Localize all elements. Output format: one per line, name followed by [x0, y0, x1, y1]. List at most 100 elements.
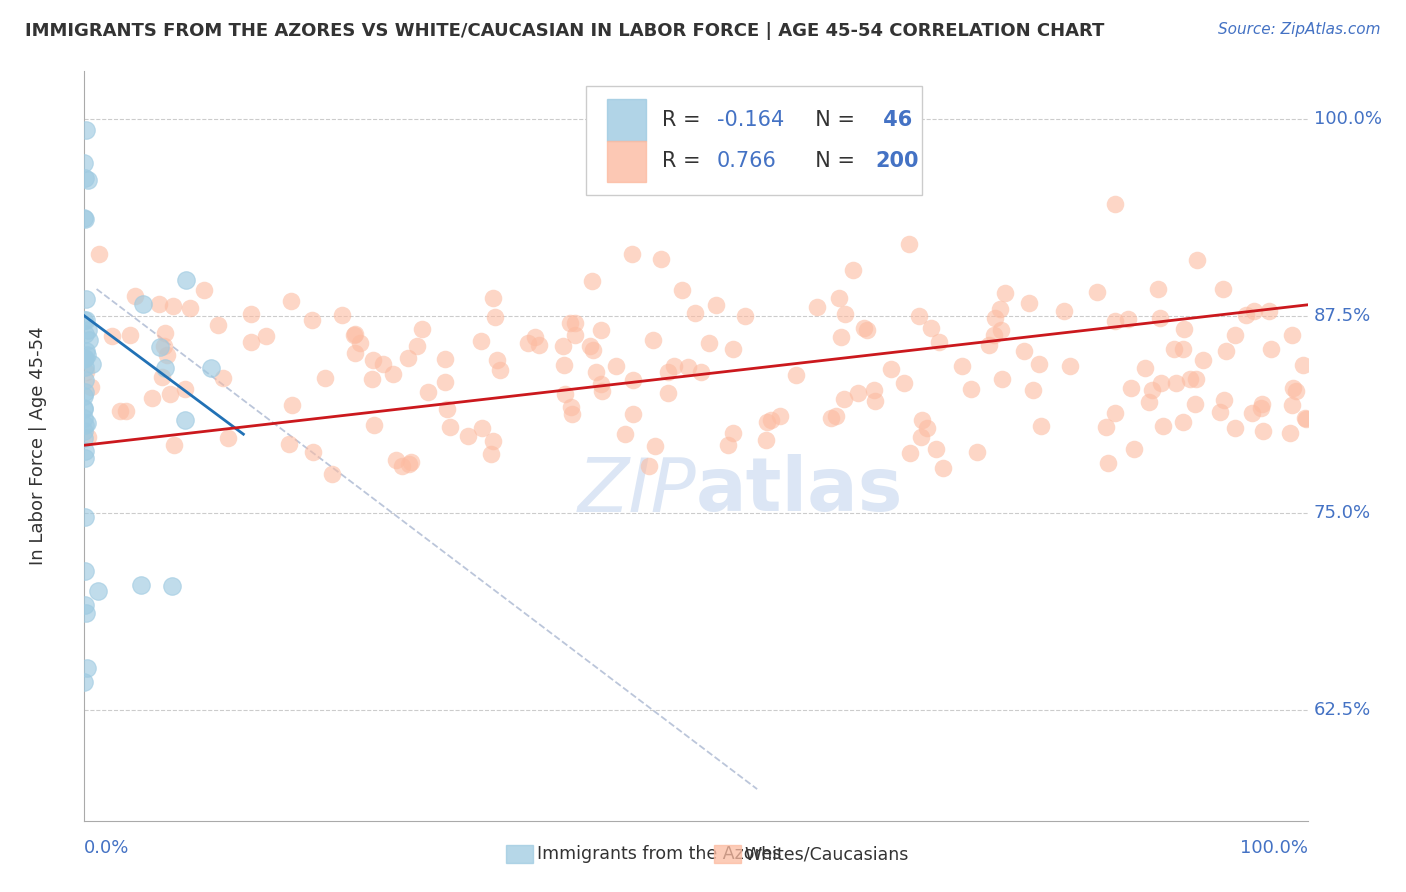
- Point: [920, 321, 942, 335]
- Point: [73, 313, 96, 327]
- Point: [1185, 252, 1208, 267]
- Point: [820, 410, 842, 425]
- Point: [846, 385, 869, 400]
- Point: [373, 357, 395, 371]
- Point: [1104, 196, 1126, 211]
- Point: [330, 308, 353, 322]
- Point: [162, 438, 184, 452]
- Point: [806, 300, 828, 314]
- Text: N =: N =: [803, 152, 862, 171]
- Point: [898, 446, 921, 460]
- Point: [159, 387, 181, 401]
- Point: [717, 438, 740, 452]
- Point: [865, 393, 887, 408]
- Point: [1292, 358, 1315, 372]
- Point: [1173, 322, 1195, 336]
- Point: [1209, 405, 1232, 419]
- Point: [75, 360, 97, 375]
- Point: [80, 357, 103, 371]
- Point: [75, 365, 97, 379]
- Point: [124, 289, 146, 303]
- Point: [160, 579, 183, 593]
- Point: [1028, 357, 1050, 371]
- Point: [153, 326, 176, 341]
- Point: [1295, 411, 1317, 425]
- Point: [1122, 442, 1144, 456]
- Point: [108, 403, 131, 417]
- Point: [73, 351, 96, 366]
- Point: [361, 352, 384, 367]
- Point: [1251, 424, 1274, 438]
- Point: [193, 283, 215, 297]
- Point: [554, 386, 576, 401]
- Point: [254, 328, 277, 343]
- Point: [1243, 303, 1265, 318]
- Point: [73, 450, 96, 465]
- Point: [77, 334, 100, 348]
- Point: [73, 401, 96, 415]
- Point: [1137, 395, 1160, 409]
- Point: [481, 434, 503, 449]
- Point: [564, 316, 586, 330]
- Point: [239, 307, 262, 321]
- Text: 0.0%: 0.0%: [84, 839, 129, 857]
- Text: ZIP: ZIP: [578, 455, 696, 527]
- Point: [613, 427, 636, 442]
- Point: [755, 434, 778, 448]
- Point: [75, 211, 97, 226]
- Point: [1180, 372, 1202, 386]
- Point: [76, 416, 98, 430]
- Point: [657, 385, 679, 400]
- Point: [73, 156, 96, 170]
- Point: [991, 372, 1014, 386]
- Point: [915, 421, 938, 435]
- Point: [928, 335, 950, 350]
- Text: 87.5%: 87.5%: [1313, 307, 1371, 325]
- Point: [1223, 421, 1246, 435]
- Text: 100.0%: 100.0%: [1313, 110, 1382, 128]
- Point: [966, 444, 988, 458]
- Point: [585, 365, 607, 379]
- Point: [73, 418, 96, 433]
- Point: [756, 415, 779, 429]
- Point: [697, 335, 720, 350]
- Point: [384, 453, 406, 467]
- Point: [129, 578, 152, 592]
- Point: [880, 362, 903, 376]
- Point: [479, 447, 502, 461]
- Point: [162, 299, 184, 313]
- Point: [988, 301, 1011, 316]
- Text: 0.766: 0.766: [717, 152, 776, 171]
- Point: [676, 359, 699, 374]
- Point: [73, 384, 96, 399]
- Point: [1085, 285, 1108, 299]
- Point: [141, 391, 163, 405]
- Point: [1152, 419, 1174, 434]
- Point: [683, 306, 706, 320]
- Point: [1258, 304, 1281, 318]
- Point: [153, 339, 176, 353]
- Point: [321, 467, 343, 482]
- Point: [830, 330, 852, 344]
- Point: [280, 399, 302, 413]
- Point: [75, 564, 97, 578]
- Point: [406, 339, 429, 353]
- Point: [76, 173, 98, 187]
- Point: [118, 328, 141, 343]
- Point: [101, 329, 124, 343]
- Point: [589, 322, 612, 336]
- Point: [910, 430, 932, 444]
- Point: [360, 371, 382, 385]
- Text: 100.0%: 100.0%: [1240, 839, 1308, 857]
- Point: [785, 368, 807, 382]
- Point: [1018, 296, 1040, 310]
- Point: [176, 273, 198, 287]
- Point: [897, 236, 920, 251]
- Point: [150, 370, 173, 384]
- Point: [925, 442, 948, 457]
- Point: [411, 321, 433, 335]
- Point: [977, 338, 1000, 352]
- Point: [434, 352, 457, 367]
- Point: [527, 338, 550, 352]
- Point: [314, 371, 336, 385]
